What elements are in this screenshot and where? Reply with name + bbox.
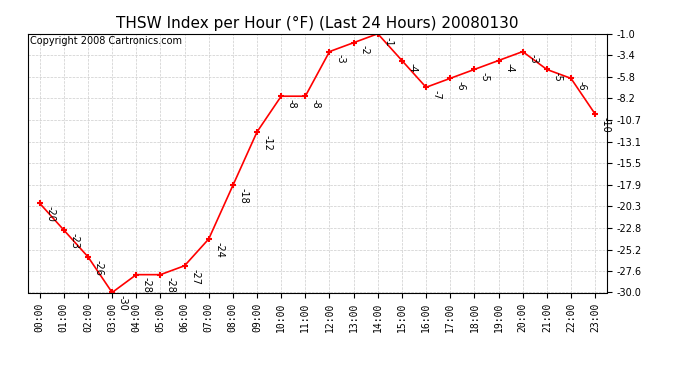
Text: -3: -3 [335, 54, 345, 64]
Text: -8: -8 [311, 99, 321, 109]
Text: -6: -6 [577, 81, 586, 91]
Text: Copyright 2008 Cartronics.com: Copyright 2008 Cartronics.com [30, 36, 182, 46]
Text: -30: -30 [118, 295, 128, 311]
Text: -26: -26 [94, 260, 104, 276]
Text: -23: -23 [70, 233, 79, 249]
Text: -3: -3 [529, 54, 538, 64]
Text: -20: -20 [46, 206, 55, 222]
Text: -24: -24 [215, 242, 224, 258]
Text: -2: -2 [359, 45, 369, 55]
Text: -8: -8 [287, 99, 297, 109]
Text: -4: -4 [408, 63, 417, 73]
Text: -5: -5 [553, 72, 562, 82]
Text: -7: -7 [432, 90, 442, 100]
Text: -28: -28 [166, 278, 176, 293]
Text: -4: -4 [504, 63, 514, 73]
Text: -5: -5 [480, 72, 490, 82]
Text: -18: -18 [239, 188, 248, 204]
Text: -12: -12 [263, 135, 273, 150]
Text: -28: -28 [142, 278, 152, 293]
Text: -27: -27 [190, 268, 200, 285]
Text: -6: -6 [456, 81, 466, 91]
Text: -10: -10 [601, 117, 611, 133]
Text: -1: -1 [384, 36, 393, 46]
Title: THSW Index per Hour (°F) (Last 24 Hours) 20080130: THSW Index per Hour (°F) (Last 24 Hours)… [116, 16, 519, 31]
